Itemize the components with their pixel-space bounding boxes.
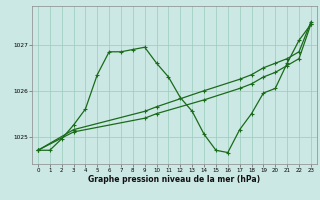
X-axis label: Graphe pression niveau de la mer (hPa): Graphe pression niveau de la mer (hPa) (88, 175, 260, 184)
